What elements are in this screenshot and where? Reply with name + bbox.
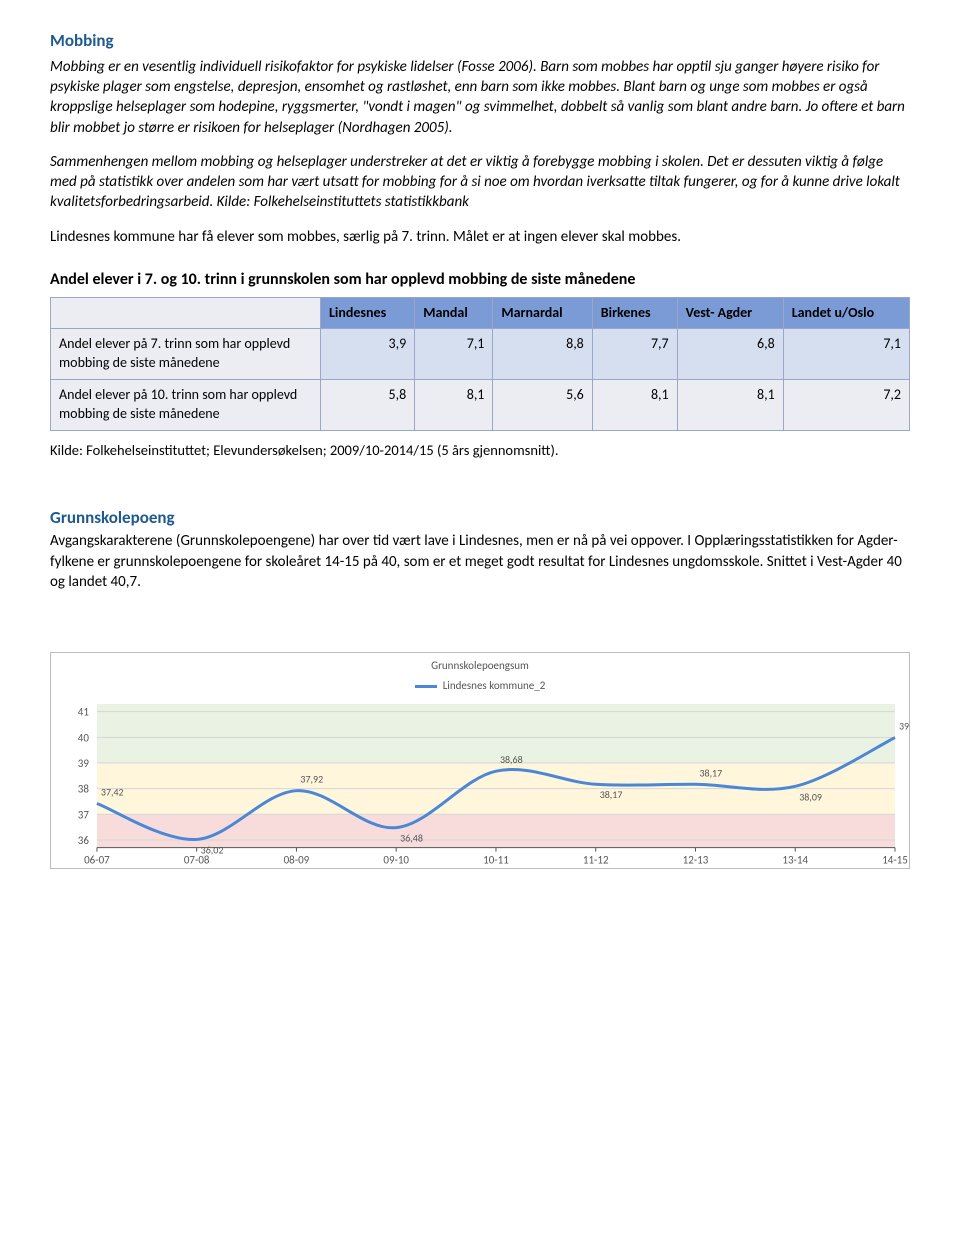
table-header-row: Lindesnes Mandal Marnardal Birkenes Vest…	[51, 297, 910, 329]
svg-text:11-12: 11-12	[583, 854, 609, 867]
svg-text:38: 38	[78, 783, 90, 796]
svg-text:09-10: 09-10	[383, 854, 409, 867]
table-cell: 7,7	[592, 329, 677, 380]
svg-text:38,68: 38,68	[500, 754, 523, 766]
chart-legend-label: Lindesnes kommune_2	[443, 679, 546, 694]
table-header-col: Mandal	[415, 297, 493, 329]
svg-text:10-11: 10-11	[483, 854, 509, 867]
svg-text:37: 37	[78, 808, 90, 821]
chart-header: Grunnskolepoengsum Lindesnes kommune_2	[51, 653, 909, 698]
svg-text:39: 39	[78, 757, 90, 770]
legend-swatch-icon	[415, 685, 437, 688]
section-heading-mobbing: Mobbing	[50, 30, 910, 53]
svg-text:38,17: 38,17	[600, 789, 623, 801]
svg-text:38,09: 38,09	[799, 791, 822, 803]
chart-title: Grunnskolepoengsum	[51, 659, 909, 674]
svg-text:38,17: 38,17	[699, 767, 722, 779]
table-cell: 7,1	[783, 329, 909, 380]
svg-text:36: 36	[78, 834, 90, 847]
table-header-col: Vest- Agder	[677, 297, 783, 329]
svg-text:08-09: 08-09	[284, 854, 310, 867]
table-cell: 5,8	[321, 380, 415, 431]
mobbing-paragraph-1: Mobbing er en vesentlig individuell risi…	[50, 57, 910, 138]
svg-text:40: 40	[78, 731, 90, 744]
table-row: Andel elever på 7. trinn som har opplevd…	[51, 329, 910, 380]
svg-text:12-13: 12-13	[683, 854, 709, 867]
table-heading: Andel elever i 7. og 10. trinn i grunnsk…	[50, 269, 910, 291]
table-cell: 6,8	[677, 329, 783, 380]
table-cell: 8,1	[677, 380, 783, 431]
svg-text:37,92: 37,92	[300, 774, 323, 786]
table-row: Andel elever på 10. trinn som har opplev…	[51, 380, 910, 431]
table-cell: 8,1	[592, 380, 677, 431]
chart-legend: Lindesnes kommune_2	[415, 679, 546, 694]
svg-text:06-07: 06-07	[84, 854, 110, 867]
table-row-label: Andel elever på 10. trinn som har opplev…	[51, 380, 321, 431]
svg-text:36,02: 36,02	[201, 844, 224, 856]
table-cell: 3,9	[321, 329, 415, 380]
grunnskolepoeng-paragraph: Avgangskarakterene (Grunnskolepoengene) …	[50, 531, 910, 592]
table-cell: 8,8	[493, 329, 592, 380]
table-cell: 8,1	[415, 380, 493, 431]
table-cell: 5,6	[493, 380, 592, 431]
table-cell: 7,2	[783, 380, 909, 431]
mobbing-table: Lindesnes Mandal Marnardal Birkenes Vest…	[50, 297, 910, 431]
svg-text:13-14: 13-14	[782, 854, 808, 867]
svg-text:41: 41	[78, 706, 90, 719]
table-header-col: Landet u/Oslo	[783, 297, 909, 329]
table-header-col: Marnardal	[493, 297, 592, 329]
svg-text:39,99: 39,99	[899, 721, 909, 733]
table-source: Kilde: Folkehelseinstituttet; Elevunders…	[50, 441, 910, 461]
table-header-col: Lindesnes	[321, 297, 415, 329]
svg-text:36,48: 36,48	[400, 833, 423, 845]
mobbing-paragraph-2: Sammenhengen mellom mobbing og helseplag…	[50, 152, 910, 213]
svg-text:14-15: 14-15	[882, 854, 908, 867]
line-chart: 36373839404106-0707-0808-0909-1010-1111-…	[51, 698, 909, 868]
table-header-col: Birkenes	[592, 297, 677, 329]
chart-container: Grunnskolepoengsum Lindesnes kommune_2 3…	[50, 652, 910, 868]
table-cell: 7,1	[415, 329, 493, 380]
table-row-label: Andel elever på 7. trinn som har opplevd…	[51, 329, 321, 380]
mobbing-paragraph-3: Lindesnes kommune har få elever som mobb…	[50, 227, 910, 247]
svg-text:37,42: 37,42	[101, 787, 124, 799]
table-header-blank	[51, 297, 321, 329]
section-heading-grunnskolepoeng: Grunnskolepoeng	[50, 507, 910, 530]
